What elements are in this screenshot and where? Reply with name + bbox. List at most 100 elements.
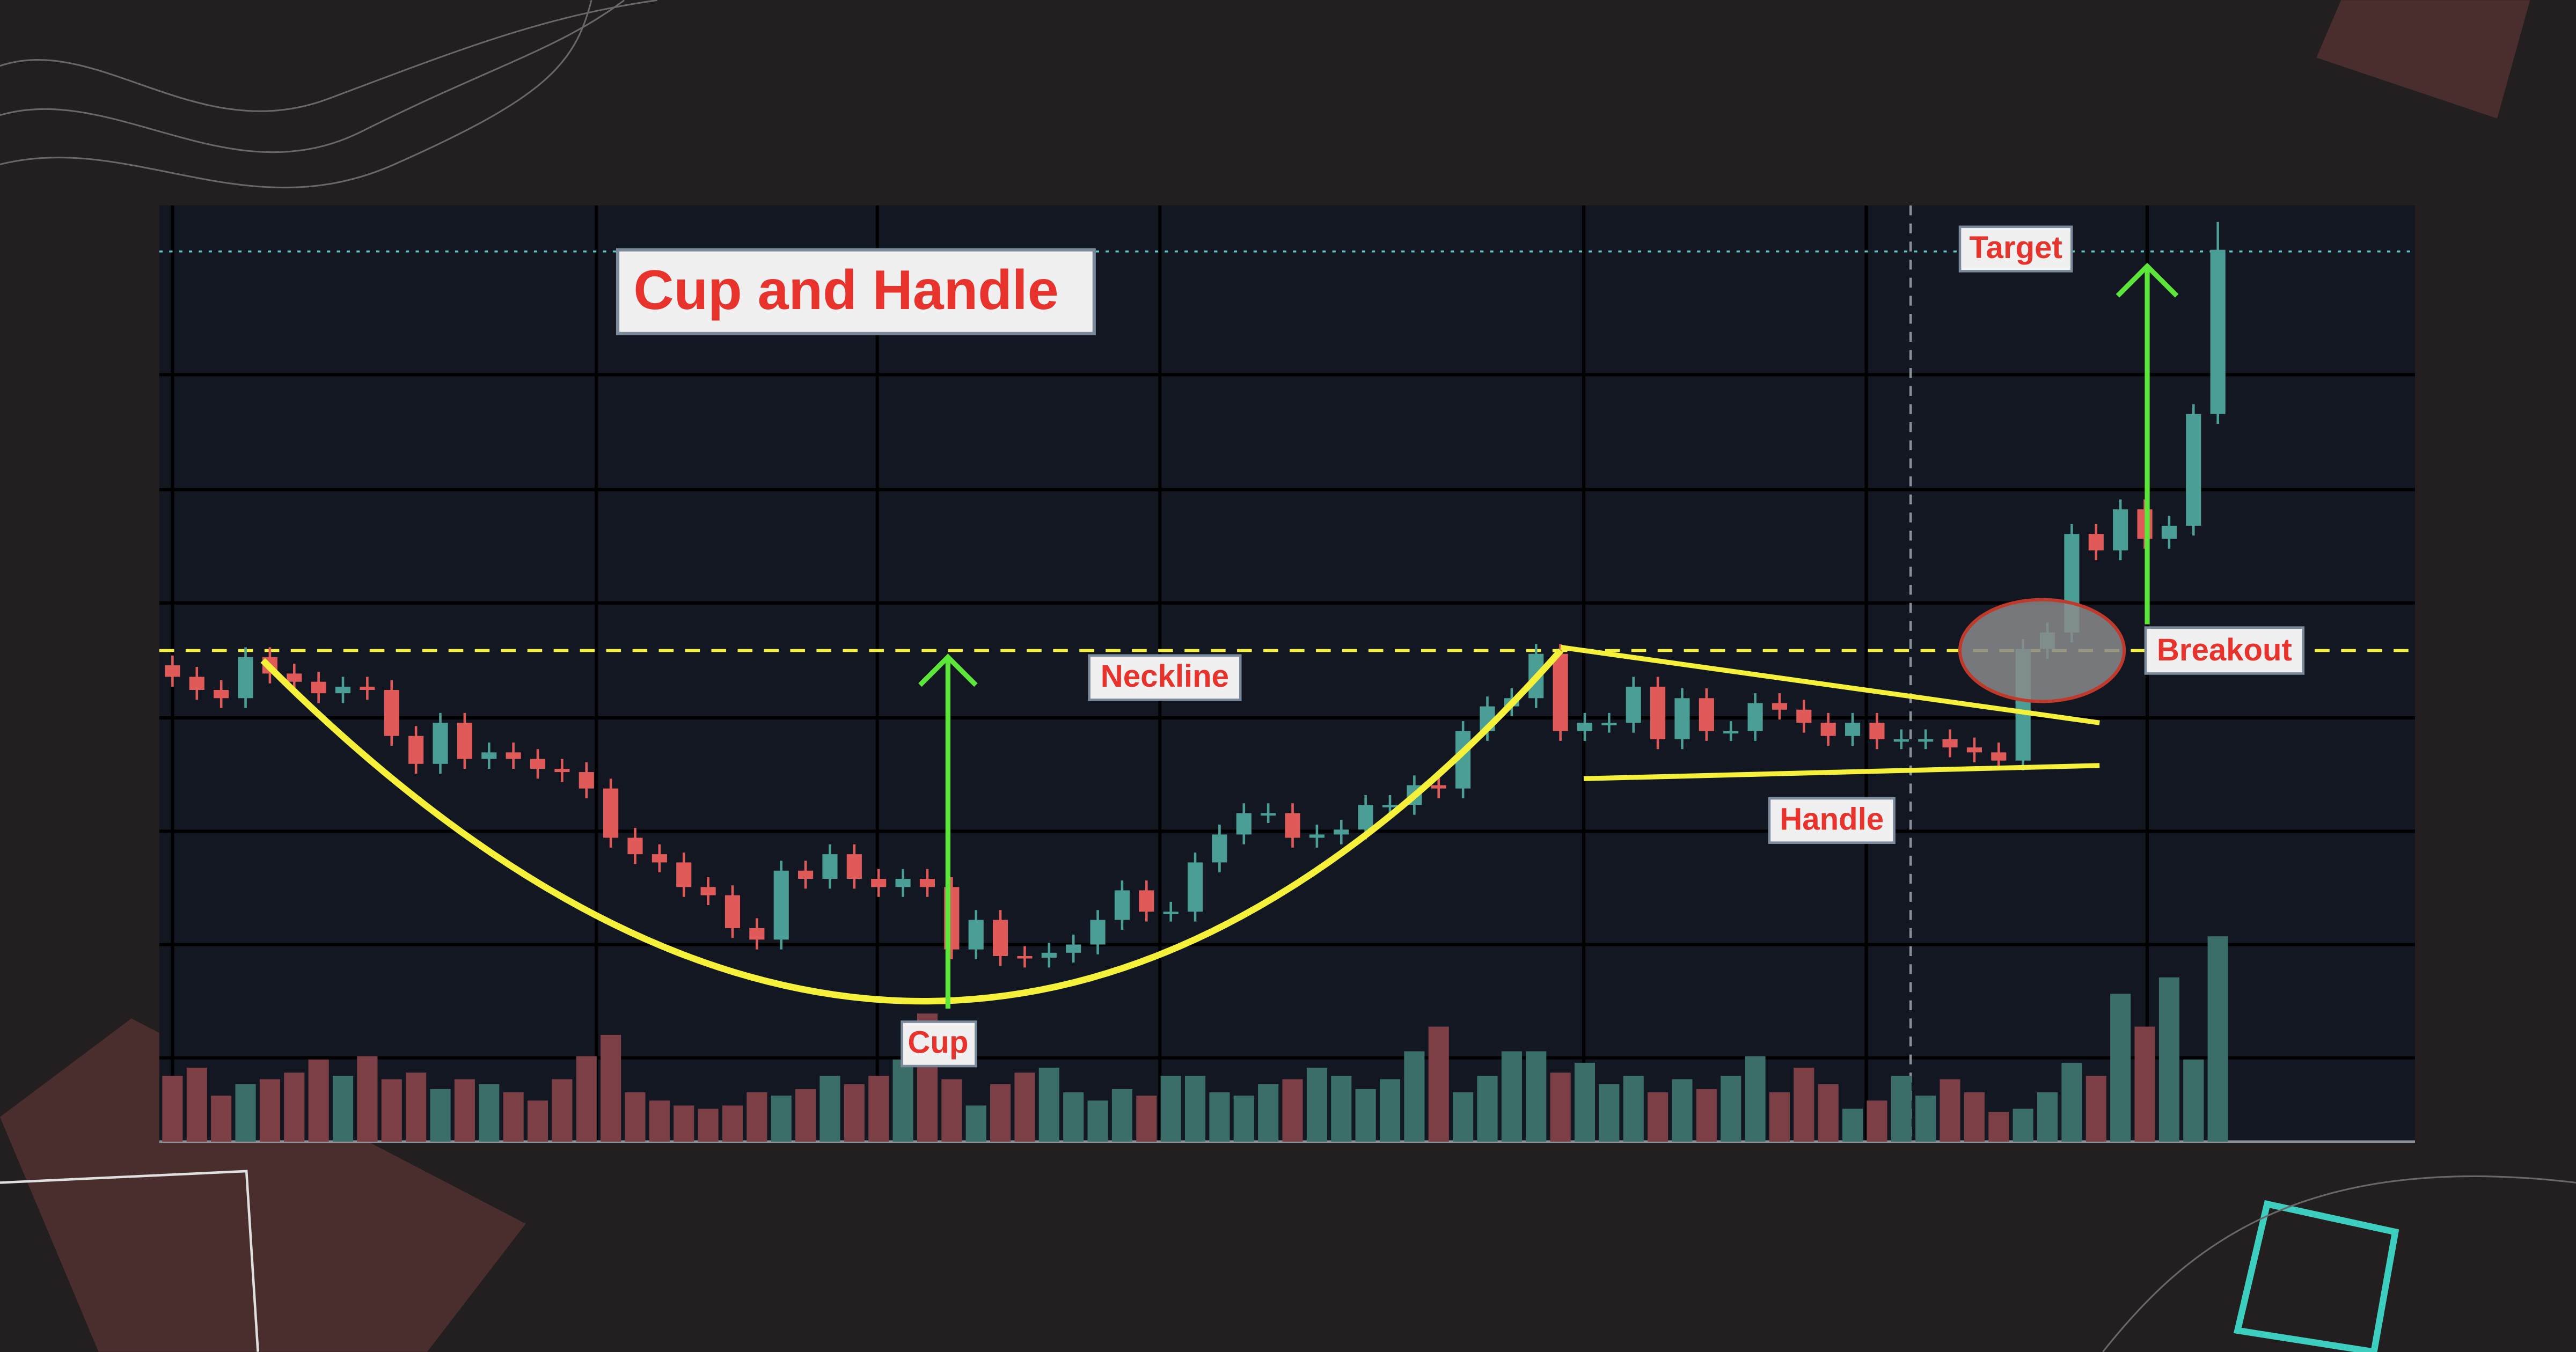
candle-body — [993, 920, 1008, 956]
candle-body — [1772, 703, 1788, 710]
candle-body — [360, 686, 375, 690]
volume-bar — [771, 1096, 792, 1142]
volume-bar — [284, 1072, 305, 1142]
neckline-box — [1088, 654, 1242, 701]
volume-bar — [527, 1100, 548, 1142]
breakout-box — [2144, 626, 2305, 675]
volume-bar — [2207, 936, 2228, 1142]
volume-bar — [1331, 1076, 1352, 1142]
candle-body — [165, 665, 180, 677]
candle-body — [1090, 920, 1106, 945]
candle-body — [798, 870, 814, 879]
volume-bar — [674, 1105, 694, 1142]
candle-body — [773, 870, 789, 940]
volume-bar — [1526, 1051, 1547, 1142]
candle-body — [481, 752, 497, 759]
volume-bar — [332, 1076, 354, 1142]
volume-bar — [308, 1059, 329, 1142]
candle-body — [895, 879, 911, 887]
volume-bar — [1794, 1068, 1814, 1142]
target-box — [1958, 225, 2073, 273]
volume-bar — [1428, 1026, 1449, 1142]
candle-body — [335, 686, 351, 694]
candle-body — [1187, 862, 1203, 912]
candle-body — [1747, 703, 1763, 731]
candle-body — [214, 690, 229, 699]
candle-body — [652, 854, 667, 863]
labels: Cup and Handle Neckline Cup Handle Break… — [616, 225, 2305, 1068]
candle-body — [1650, 686, 1666, 739]
volume-bar — [2183, 1059, 2204, 1142]
candle-body — [822, 854, 838, 879]
volume-bar — [2012, 1108, 2033, 1142]
volume-bar — [1769, 1092, 1790, 1142]
candle-body — [1893, 739, 1909, 742]
volume-bar — [625, 1092, 646, 1142]
volume-bar — [868, 1076, 889, 1142]
breakout-ellipse — [1958, 598, 2126, 703]
volume-bar — [1964, 1092, 1985, 1142]
candle-body — [2186, 414, 2201, 526]
volume-bar — [649, 1100, 670, 1142]
volume-bar — [1355, 1089, 1376, 1142]
volume-bar — [1550, 1072, 1571, 1142]
volume-bar — [1623, 1076, 1644, 1142]
candle-body — [1796, 709, 1812, 723]
candle-body — [506, 752, 521, 759]
volume-bar — [892, 1059, 913, 1142]
candle-body — [676, 862, 692, 887]
volume-bar — [1842, 1108, 1863, 1142]
candle-body — [1236, 813, 1252, 835]
volume-bar — [454, 1079, 475, 1142]
target-label: Target — [1969, 230, 2062, 265]
volume-bar — [1940, 1079, 1960, 1142]
volume-bar — [259, 1079, 280, 1142]
candle-body — [1553, 653, 1568, 731]
volume-bar — [186, 1068, 207, 1142]
candle-body — [1017, 956, 1033, 959]
chart-title: Cup and Handle — [633, 259, 1058, 321]
overlay — [260, 262, 2179, 1009]
volume-bar — [1087, 1100, 1108, 1142]
volume-bar — [2158, 977, 2179, 1142]
volume-bar — [1258, 1084, 1279, 1142]
volume-bar — [1915, 1096, 1936, 1142]
candle-body — [579, 772, 594, 789]
candle-body — [1382, 805, 1398, 807]
candle-body — [1723, 731, 1739, 734]
volume-bar — [1867, 1100, 1887, 1142]
candle-body — [1699, 698, 1714, 731]
handle-upper — [1560, 644, 2100, 725]
candle-body — [1626, 686, 1641, 723]
candle-body — [1358, 805, 1373, 830]
candle-body — [384, 690, 399, 736]
candle-body — [968, 920, 984, 950]
candle-body — [2210, 249, 2226, 414]
candle-body — [871, 879, 887, 887]
candle-body — [1966, 747, 1982, 753]
candle-body — [1942, 739, 1958, 748]
candle-body — [1334, 829, 1349, 835]
candle-body — [1309, 834, 1324, 838]
candle-body — [1212, 834, 1227, 863]
volume-bar — [698, 1108, 719, 1142]
volume-bar — [381, 1079, 402, 1142]
volume-bar — [1136, 1096, 1157, 1142]
candle-body — [846, 854, 862, 879]
volume-bar — [1014, 1072, 1035, 1142]
volume-bar — [1477, 1076, 1498, 1142]
volume-bar — [1038, 1068, 1059, 1142]
volume-bar — [1111, 1089, 1132, 1142]
volume-bar — [1209, 1092, 1230, 1142]
volume-bar — [1891, 1076, 1912, 1142]
volume-bar — [503, 1092, 524, 1142]
volume-bar — [1453, 1092, 1474, 1142]
target-arrow-head — [2116, 262, 2179, 298]
candle-body — [554, 768, 570, 773]
candle-body — [724, 895, 741, 928]
cup-label: Cup — [908, 1025, 968, 1060]
handle-label: Handle — [1780, 802, 1884, 836]
volume-bar — [1063, 1092, 1084, 1142]
volume-bar — [1184, 1076, 1206, 1142]
